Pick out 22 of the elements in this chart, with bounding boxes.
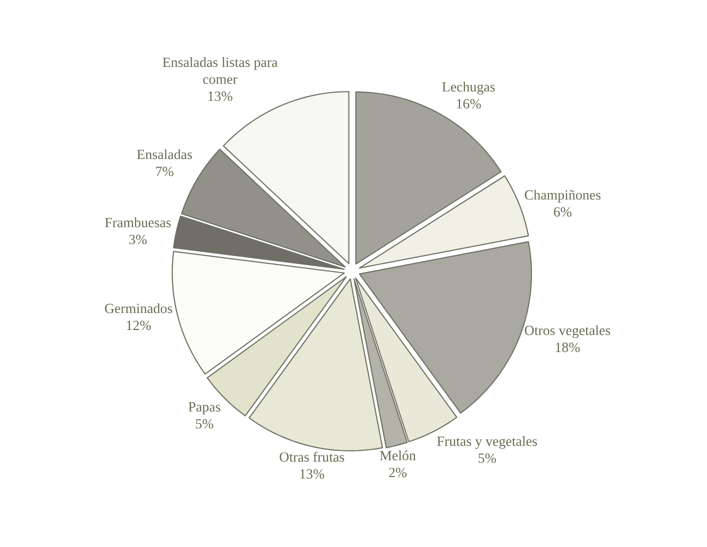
data-label: 6% [554,207,572,217]
slice-label: Lechugas [442,82,495,94]
data-label: 13% [208,91,232,101]
slice-label: Papas [188,402,220,414]
data-label: 2% [389,468,407,478]
slice-label: Frutas y vegetales [437,436,537,449]
data-label: 13% [300,469,324,479]
slice-label: Otras frutas [280,452,344,462]
slice-label: Champiñones [524,190,600,203]
data-label: 3% [129,234,147,244]
data-label: 16% [457,99,481,109]
slice-label: Ensaladas listas para comer [162,57,278,84]
data-label: 5% [196,419,214,429]
slice-label: Germinados [104,303,172,314]
data-label: 18% [556,342,580,352]
slice-label: Melón [380,450,416,460]
data-label: 12% [126,320,151,330]
slice-label: Ensaladas [137,149,192,160]
slice-label: Otros vegetales [524,325,610,338]
data-label: 7% [156,166,174,176]
slice-label: Frambuesas [105,217,171,228]
data-label: 5% [478,453,496,463]
